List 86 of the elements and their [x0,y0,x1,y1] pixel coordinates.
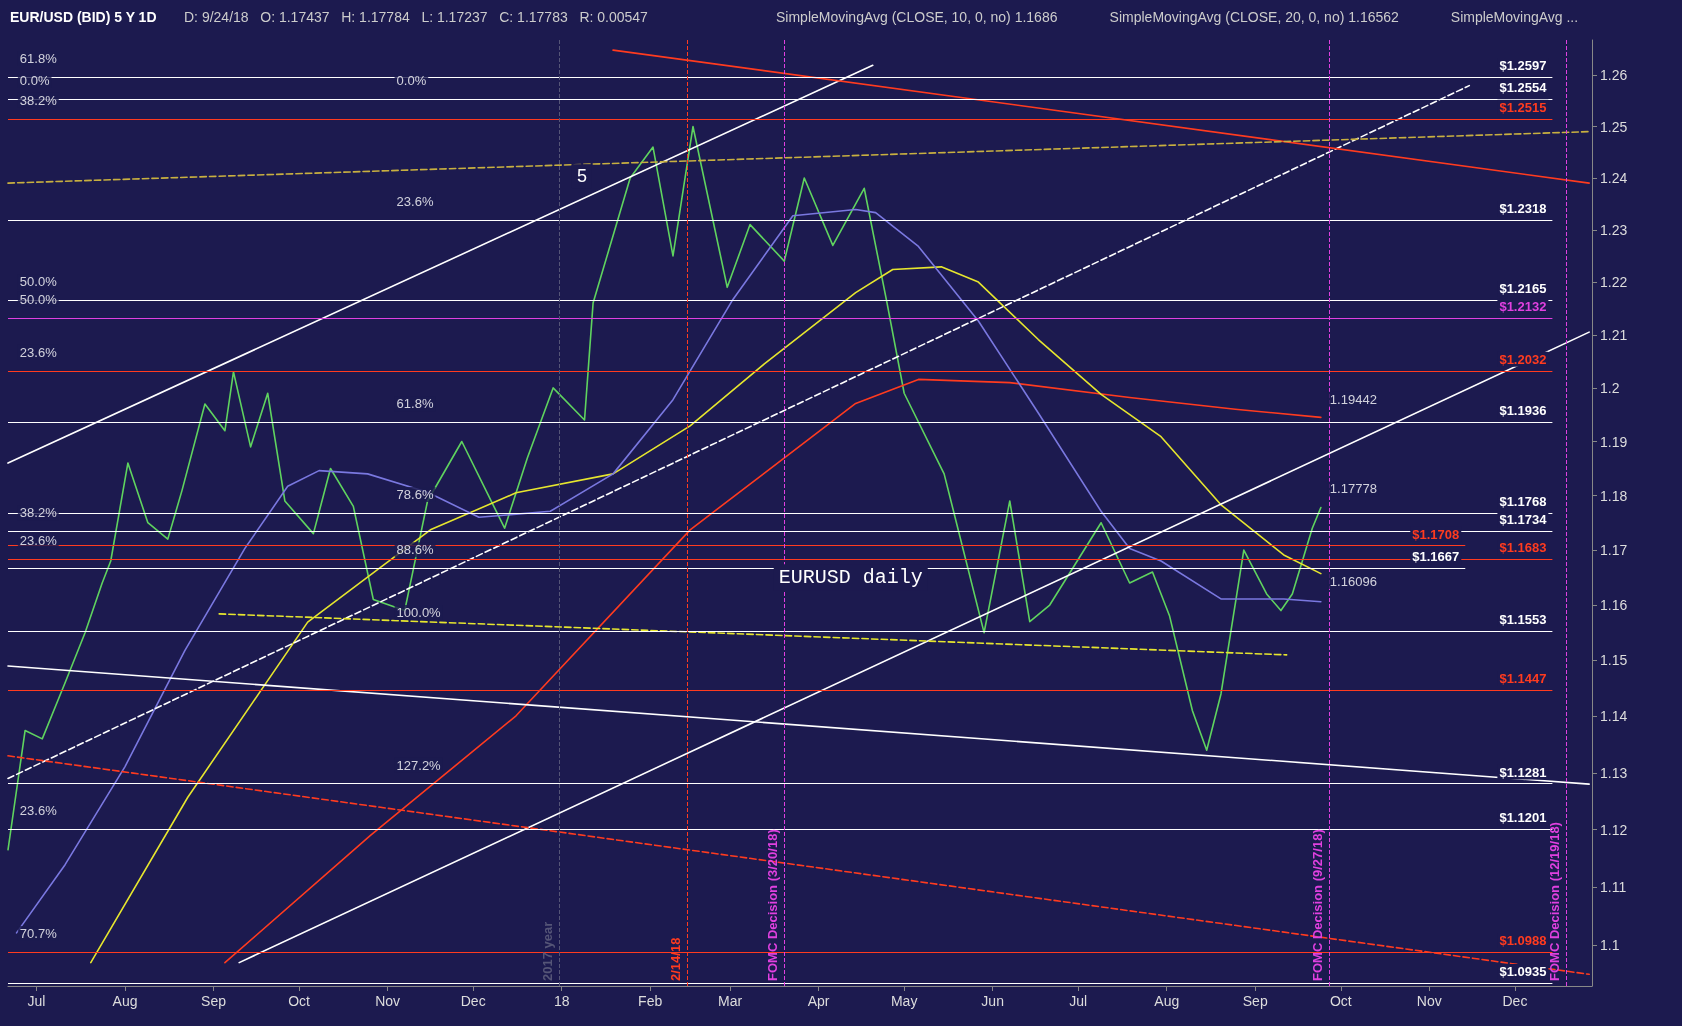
ref-line-label: $1.2515 [1499,99,1547,115]
x-tick-label: Apr [807,993,830,1009]
x-tick-label: May [890,993,918,1009]
x-tick-label: Sep [1242,993,1268,1009]
annotation: 78.6% [396,486,434,502]
ref-line-label: $1.1683 [1499,540,1547,556]
annotation: 23.6% [19,533,58,549]
ref-line-label: $1.2165 [1499,281,1547,297]
annotation: 50.0% [19,291,58,307]
annotation: 38.2% [19,505,58,521]
text: SimpleMovingAvg ... [1450,9,1579,25]
annotation: 38.2% [19,92,58,108]
x-tick-label: Feb [638,993,663,1009]
text: SimpleMovingAvg (CLOSE, 10, 0, no) 1.1686 [776,9,1058,25]
y-tick-label: 1.14 [1600,708,1628,725]
x-tick-label: Oct [1329,993,1352,1009]
ref-line-label: 2/14/18 [668,937,684,981]
ref-line-label: $1.2318 [1499,201,1547,217]
chart-title: EUR/USD (BID) 5 Y 1D [10,9,157,25]
x-tick-label: Dec [460,993,486,1009]
y-tick-label: 1.13 [1600,764,1628,781]
ref-line-label: FOMC Decision (3/20/18) [765,829,781,981]
ref-line-label: FOMC Decision (9/27/18) [1310,829,1326,981]
ref-line-label: $1.0935 [1499,964,1547,980]
y-tick-label: 1.22 [1600,274,1628,291]
annotation: 1.17778 [1329,481,1377,497]
ref-line-label: $1.1281 [1499,764,1547,780]
ref-line-label: $1.1768 [1499,493,1547,509]
y-tick-label: 1.15 [1600,652,1628,669]
x-tick-label: 18 [553,993,570,1009]
ref-line-label: FOMC Decision (12/19/18) [1547,822,1563,981]
y-tick-label: 1.12 [1600,821,1628,838]
annotation: 23.6% [396,194,434,210]
y-tick-label: 1.1 [1600,937,1620,954]
x-tick-label: Jul [27,993,46,1009]
x-tick-label: Dec [1502,993,1528,1009]
annotation: 70.7% [19,926,58,942]
y-tick-label: 1.21 [1600,326,1628,343]
annotation: 50.0% [19,274,58,290]
y-tick-label: 1.25 [1600,118,1628,135]
x-tick-label: Sep [201,993,227,1009]
x-tick-label: Nov [1416,993,1442,1009]
ref-line-label: $1.2554 [1499,79,1548,95]
x-tick-label: Mar [718,993,743,1009]
ref-line-label: $1.1708 [1412,526,1460,542]
x-tick-label: Jul [1069,993,1088,1009]
annotation: 1.19442 [1329,391,1377,407]
x-tick-label: Aug [112,993,138,1009]
y-tick-label: 1.2 [1600,379,1620,396]
y-tick-label: 1.23 [1600,221,1628,238]
ref-line-label: $1.1734 [1499,512,1548,528]
ref-line-label: $1.1447 [1499,671,1547,687]
annotation: 23.6% [19,344,58,360]
y-tick-label: 1.11 [1600,879,1627,896]
text: SimpleMovingAvg (CLOSE, 20, 0, no) 1.16562 [1109,9,1400,25]
annotation: 88.6% [396,542,434,558]
x-tick-label: Jun [981,993,1004,1009]
annotation: 61.8% [396,396,434,412]
ref-line-label: 2017 year [539,921,555,981]
annotation: EURUSD daily [778,565,923,589]
annotation: 100.0% [396,605,442,621]
ref-line-label: $1.2597 [1499,58,1547,73]
y-tick-label: 1.24 [1600,169,1628,186]
ref-line-label: $1.1553 [1499,612,1547,628]
ref-line-label: $1.2132 [1499,298,1547,314]
x-tick-label: Nov [375,993,401,1009]
annotation: 23.6% [19,803,58,819]
y-tick-label: 1.17 [1600,542,1628,559]
y-tick-label: 1.19 [1600,433,1628,450]
chart-subtitle: D: 9/24/18 O: 1.17437 H: 1.17784 L: 1.17237 C: 1.17783 R: 0.00547 [184,9,649,25]
ref-line-label: $1.2032 [1499,351,1547,367]
ref-line-label: $1.1201 [1499,810,1547,826]
y-tick-label: 1.26 [1600,67,1628,84]
annotation: 0.0% [19,72,50,88]
ref-line-label: $1.1936 [1499,403,1547,419]
ref-line-label: $1.0988 [1499,933,1547,949]
y-tick-label: 1.16 [1600,597,1628,614]
annotation: 61.8% [19,51,58,66]
annotation: 0.0% [396,72,427,88]
annotation: 127.2% [396,757,442,773]
ref-line-label: $1.1667 [1412,549,1460,565]
x-tick-label: Oct [288,993,311,1009]
x-tick-label: Aug [1154,993,1180,1009]
y-tick-label: 1.18 [1600,487,1628,504]
annotation: 5 [576,166,587,187]
annotation: 1.16096 [1329,574,1377,590]
